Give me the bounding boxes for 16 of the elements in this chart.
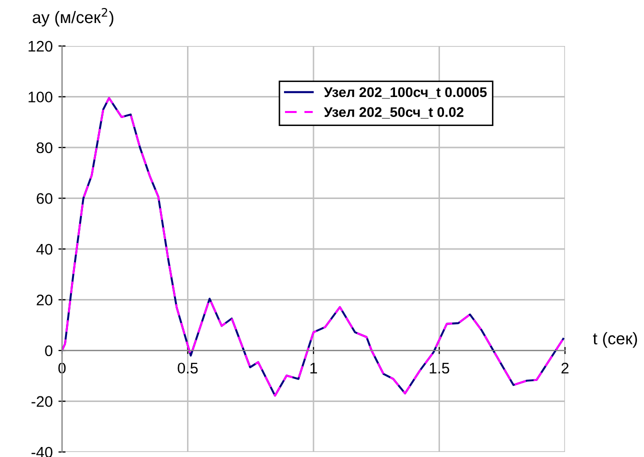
x-axis-title: t (сек) bbox=[593, 332, 637, 348]
x-tick-label: 1.5 bbox=[430, 362, 450, 374]
y-tick-label: 120 bbox=[28, 40, 52, 52]
legend-label: Узел 202_100сч_t 0.0005 bbox=[324, 87, 487, 99]
x-tick-label: 1 bbox=[310, 362, 318, 374]
legend-label: Узел 202_50сч_t 0.02 bbox=[324, 107, 464, 119]
y-tick-label: 60 bbox=[36, 193, 52, 204]
y-tick-label: 100 bbox=[28, 92, 52, 102]
y-tick-label: -20 bbox=[32, 396, 52, 407]
x-tick-label: 0.5 bbox=[178, 362, 198, 374]
y-tick-label: 40 bbox=[36, 244, 52, 255]
y-axis-title: ay (м/сек$^{2}$) bbox=[32, 8, 114, 26]
y-tick-label: 80 bbox=[36, 142, 52, 154]
y-tick-label: 0 bbox=[45, 345, 52, 356]
x-tick-label: 2 bbox=[562, 362, 568, 374]
y-tick-label: 20 bbox=[36, 294, 52, 306]
